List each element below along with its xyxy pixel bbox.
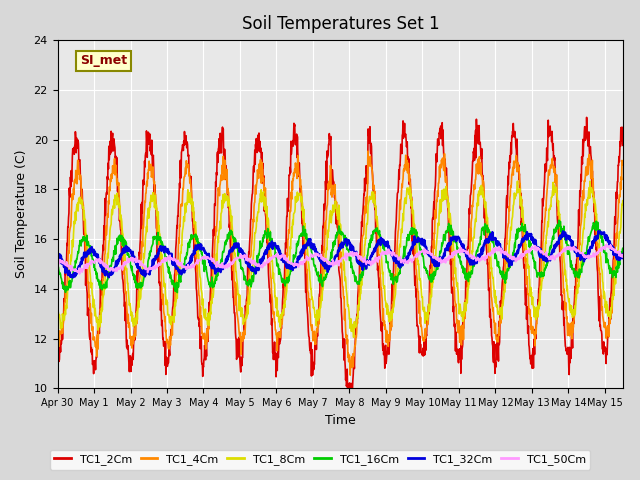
TC1_32Cm [166, 255, 174, 261]
TC1_8Cm [217, 226, 225, 232]
TC1_16Cm [555, 217, 563, 223]
Y-axis label: Soil Temperature (C): Soil Temperature (C) [15, 150, 28, 278]
TC1_8Cm [586, 178, 594, 184]
Title: Soil Temperatures Set 1: Soil Temperatures Set 1 [241, 15, 439, 33]
TC1_16Cm [54, 264, 61, 270]
TC1_32Cm [595, 228, 602, 234]
Line: TC1_32Cm: TC1_32Cm [58, 231, 623, 277]
TC1_50Cm [268, 255, 276, 261]
TC1_16Cm [173, 290, 181, 296]
TC1_32Cm [69, 275, 77, 280]
TC1_50Cm [217, 262, 225, 267]
TC1_8Cm [619, 198, 627, 204]
TC1_2Cm [155, 280, 163, 286]
Text: SI_met: SI_met [80, 55, 127, 68]
Legend: TC1_2Cm, TC1_4Cm, TC1_8Cm, TC1_16Cm, TC1_32Cm, TC1_50Cm: TC1_2Cm, TC1_4Cm, TC1_8Cm, TC1_16Cm, TC1… [49, 450, 591, 469]
TC1_50Cm [54, 257, 61, 263]
TC1_8Cm [482, 199, 490, 204]
TC1_50Cm [482, 252, 490, 258]
TC1_50Cm [603, 241, 611, 247]
TC1_8Cm [155, 223, 163, 228]
TC1_50Cm [156, 262, 163, 268]
TC1_4Cm [364, 148, 372, 154]
TC1_4Cm [346, 372, 354, 378]
TC1_32Cm [545, 257, 552, 263]
TC1_8Cm [545, 224, 552, 229]
TC1_8Cm [166, 320, 173, 326]
TC1_2Cm [482, 226, 490, 232]
TC1_4Cm [155, 236, 163, 242]
TC1_4Cm [482, 212, 490, 217]
TC1_32Cm [268, 241, 276, 247]
Line: TC1_8Cm: TC1_8Cm [58, 181, 623, 337]
TC1_2Cm [346, 398, 353, 404]
TC1_4Cm [166, 334, 173, 340]
TC1_2Cm [583, 115, 591, 120]
TC1_32Cm [54, 252, 61, 258]
X-axis label: Time: Time [325, 414, 356, 427]
TC1_32Cm [217, 267, 225, 273]
TC1_4Cm [54, 344, 61, 350]
TC1_32Cm [482, 240, 490, 245]
TC1_16Cm [482, 226, 490, 232]
TC1_2Cm [166, 353, 173, 359]
TC1_16Cm [268, 240, 276, 246]
TC1_50Cm [76, 271, 83, 277]
Line: TC1_4Cm: TC1_4Cm [58, 151, 623, 375]
TC1_4Cm [545, 167, 552, 173]
TC1_50Cm [166, 252, 174, 258]
TC1_16Cm [545, 257, 552, 263]
Line: TC1_16Cm: TC1_16Cm [58, 220, 623, 293]
TC1_16Cm [166, 269, 173, 275]
TC1_4Cm [217, 178, 225, 183]
TC1_2Cm [217, 150, 225, 156]
Line: TC1_50Cm: TC1_50Cm [58, 244, 623, 274]
TC1_50Cm [545, 254, 552, 260]
TC1_32Cm [156, 246, 163, 252]
TC1_8Cm [350, 335, 358, 340]
TC1_2Cm [54, 357, 61, 362]
TC1_16Cm [155, 234, 163, 240]
Line: TC1_2Cm: TC1_2Cm [58, 118, 623, 401]
TC1_16Cm [217, 261, 225, 266]
TC1_50Cm [619, 253, 627, 259]
TC1_2Cm [268, 316, 276, 322]
TC1_2Cm [619, 143, 627, 148]
TC1_8Cm [268, 258, 276, 264]
TC1_32Cm [619, 251, 627, 257]
TC1_4Cm [619, 162, 627, 168]
TC1_8Cm [54, 301, 61, 307]
TC1_4Cm [268, 294, 276, 300]
TC1_16Cm [619, 245, 627, 251]
TC1_2Cm [545, 118, 552, 123]
